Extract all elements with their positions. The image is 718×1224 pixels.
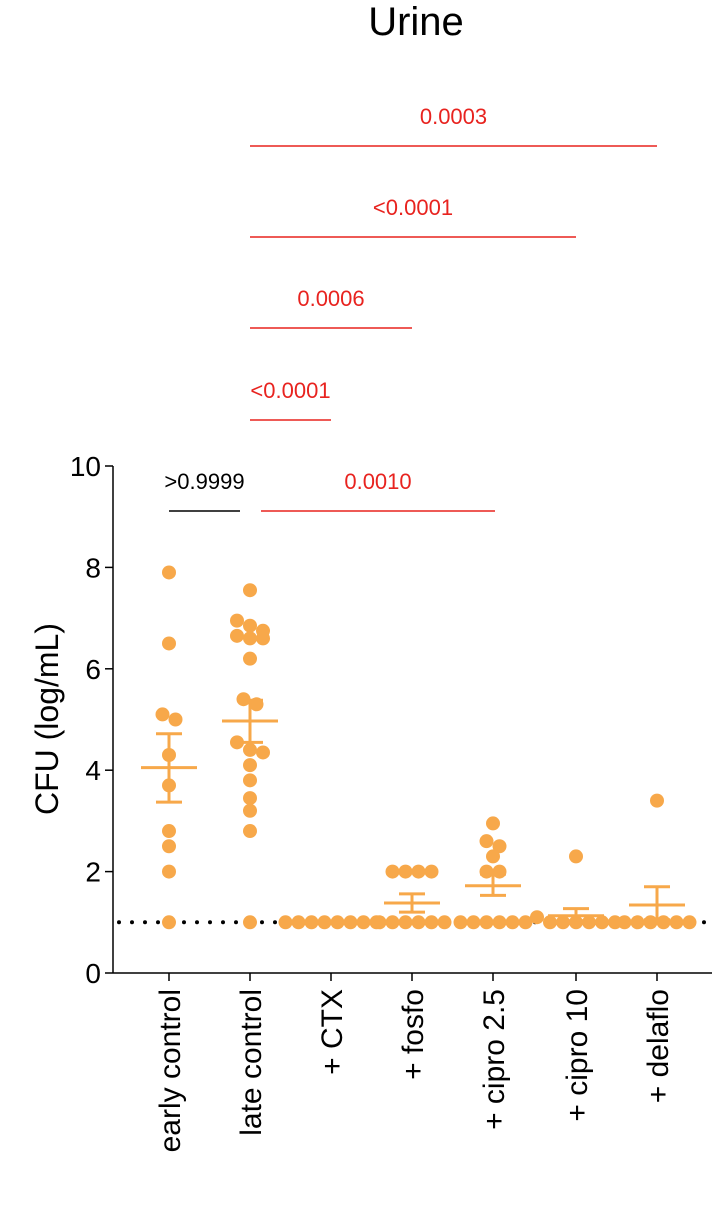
p-value-label: 0.0010 — [344, 469, 411, 494]
data-point — [453, 915, 468, 930]
data-point — [243, 773, 257, 788]
data-point — [466, 915, 481, 930]
data-point — [582, 915, 596, 930]
data-point — [492, 864, 507, 879]
data-point — [556, 915, 570, 930]
y-tick-label: 0 — [85, 958, 101, 989]
data-point — [243, 651, 257, 666]
data-point — [479, 915, 494, 930]
data-point — [385, 915, 400, 930]
data-point — [243, 583, 257, 598]
category-label: + delaflo — [642, 989, 675, 1103]
data-point — [243, 824, 257, 839]
data-point — [630, 915, 645, 930]
data-points — [155, 565, 697, 930]
category-labels: early control late control + CTX + fosfo + c… — [154, 989, 675, 1152]
category-label: late control — [235, 989, 268, 1136]
y-tick-label: 8 — [85, 552, 101, 583]
data-point — [243, 742, 257, 757]
category-label: + CTX — [316, 989, 349, 1075]
data-point — [243, 631, 257, 646]
data-point — [230, 628, 244, 643]
axes: 0 2 4 6 8 10 — [70, 451, 712, 989]
error-bars — [141, 698, 685, 924]
data-point — [650, 793, 664, 808]
y-tick-label: 2 — [85, 857, 101, 888]
data-point — [479, 864, 494, 879]
data-point — [437, 915, 452, 930]
data-point — [278, 915, 293, 930]
data-point — [505, 915, 520, 930]
data-point — [243, 618, 257, 633]
data-point — [569, 915, 583, 930]
data-point — [682, 915, 697, 930]
y-tick-label: 4 — [85, 755, 101, 786]
category-label: + cipro 2.5 — [478, 989, 511, 1130]
data-point — [643, 915, 658, 930]
data-point — [256, 745, 270, 760]
data-point — [155, 707, 170, 722]
data-point — [256, 631, 270, 646]
data-point — [372, 915, 387, 930]
chart-title: Urine — [368, 0, 464, 44]
y-tick-label: 6 — [85, 654, 101, 685]
data-point — [518, 915, 533, 930]
category-label: early control — [154, 989, 187, 1152]
data-point — [162, 824, 176, 839]
data-point — [530, 910, 544, 925]
p-value-label: >0.9999 — [164, 469, 244, 494]
data-point — [617, 915, 632, 930]
comparisons: >0.9999 0.0010 <0.0001 0.0006 <0.0001 0.0003 — [164, 104, 657, 512]
data-point — [492, 915, 507, 930]
data-point — [486, 816, 500, 831]
data-point — [669, 915, 684, 930]
y-axis-label: CFU (log/mL) — [29, 623, 65, 815]
category-label: + fosfo — [397, 989, 430, 1080]
data-point — [243, 803, 257, 818]
data-point — [424, 864, 439, 879]
data-point — [569, 849, 583, 864]
data-point — [356, 915, 371, 930]
p-value-label: <0.0001 — [250, 378, 330, 403]
category-label: + cipro 10 — [561, 989, 594, 1122]
p-value-label: 0.0003 — [420, 104, 487, 129]
data-point — [411, 864, 426, 879]
data-point — [243, 791, 257, 806]
data-point — [243, 915, 257, 930]
y-tick-label: 10 — [70, 451, 101, 482]
data-point — [595, 915, 609, 930]
data-point — [398, 864, 413, 879]
data-point — [168, 712, 183, 727]
data-point — [243, 758, 257, 773]
data-point — [162, 565, 176, 580]
data-point — [543, 915, 557, 930]
p-value-label: <0.0001 — [373, 195, 453, 220]
data-point — [162, 636, 176, 651]
data-point — [411, 915, 426, 930]
data-point — [656, 915, 671, 930]
data-point — [385, 864, 400, 879]
data-point — [162, 864, 176, 879]
data-point — [492, 839, 507, 854]
data-point — [162, 839, 176, 854]
data-point — [479, 834, 494, 849]
data-point — [230, 613, 244, 628]
p-value-label: 0.0006 — [297, 286, 364, 311]
data-point — [424, 915, 439, 930]
data-point — [291, 915, 306, 930]
data-point — [398, 915, 413, 930]
data-point — [486, 849, 500, 864]
data-point — [162, 915, 176, 930]
